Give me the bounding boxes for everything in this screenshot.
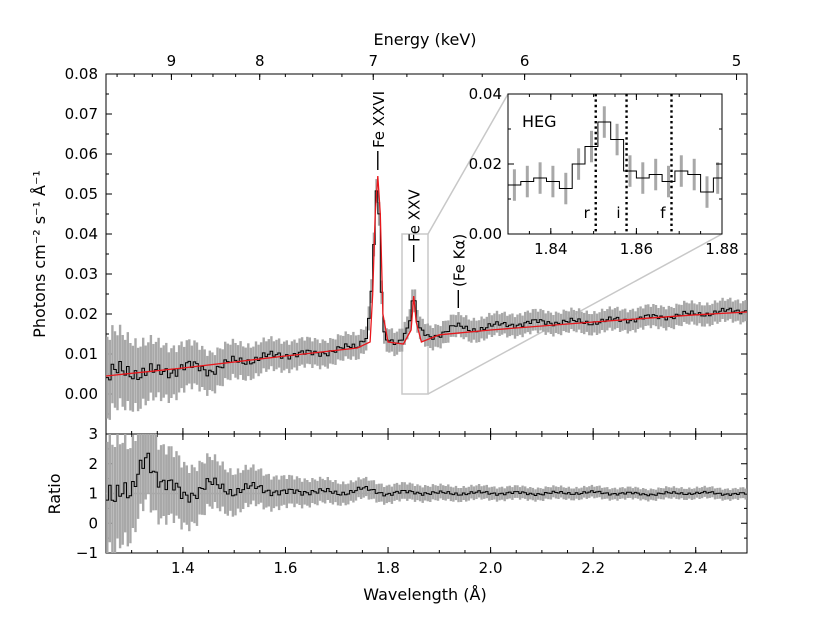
ratio-y-tick-label: 0 bbox=[88, 514, 98, 532]
ratio-data-line bbox=[106, 452, 747, 503]
y-tick-label: 0.07 bbox=[65, 105, 98, 123]
y-tick-label: 0.02 bbox=[65, 305, 98, 323]
spectrum-ticks: 0.00 0.01 0.02 0.03 0.04 0.05 0.06 0.07 0.08 9 8 7 6… bbox=[65, 52, 748, 434]
inset-marker-label: i bbox=[616, 204, 620, 222]
ratio-y-tick-label: 1 bbox=[88, 485, 98, 503]
inset-bg bbox=[508, 94, 722, 234]
y-tick-label: 0.01 bbox=[65, 345, 98, 363]
inset-y-tick-label: 0.00 bbox=[469, 225, 502, 243]
x-tick-label: 1.8 bbox=[376, 559, 400, 577]
top-tick-label: 5 bbox=[732, 52, 742, 70]
annotation-label: (Fe Kα) bbox=[450, 234, 468, 287]
annotation-label: Fe XXVI bbox=[370, 91, 388, 148]
top-tick-label: 6 bbox=[520, 52, 530, 70]
x-tick-label: 1.6 bbox=[274, 559, 298, 577]
inset-y-tick-label: 0.04 bbox=[469, 85, 502, 103]
inset-data-line bbox=[508, 121, 722, 193]
inset-marker-label: r bbox=[584, 204, 591, 222]
ratio-series bbox=[106, 452, 747, 503]
y-tick-label: 0.03 bbox=[65, 265, 98, 283]
x-axis-label: Wavelength (Å) bbox=[363, 585, 486, 604]
inset-x-tick-label: 1.86 bbox=[620, 240, 653, 258]
inset-ticks: 0.00 0.02 0.04 1.84 1.86 1.88 bbox=[469, 85, 739, 258]
inset-label: HEG bbox=[522, 112, 557, 131]
inset-x-tick-label: 1.84 bbox=[534, 240, 567, 258]
y-tick-label: 0.00 bbox=[65, 385, 98, 403]
spectrum-model-line bbox=[105, 175, 748, 377]
y-tick-label: 0.08 bbox=[65, 65, 98, 83]
inset-y-tick-label: 0.02 bbox=[469, 155, 502, 173]
y-tick-label: 0.06 bbox=[65, 145, 98, 163]
top-axis-label: Energy (keV) bbox=[373, 30, 476, 49]
ratio-ticks: −1 0 1 2 3 1.4 1.6 1.8 2.0 2.2 2.4 bbox=[76, 425, 748, 577]
y-axis-label: Photons cm⁻² s⁻¹ Å⁻¹ bbox=[30, 170, 49, 338]
inset-marker-label: f bbox=[660, 204, 666, 222]
x-tick-label: 1.4 bbox=[171, 559, 195, 577]
y-tick-label: 0.05 bbox=[65, 185, 98, 203]
zoom-region-box bbox=[401, 233, 429, 395]
y-tick-label: 0.04 bbox=[65, 225, 98, 243]
ratio-y-tick-label: 3 bbox=[88, 425, 98, 443]
top-tick-label: 7 bbox=[368, 52, 378, 70]
spectrum-data-line bbox=[106, 190, 747, 381]
ratio-y-tick-label: −1 bbox=[76, 544, 98, 562]
zoom-connector-top bbox=[427, 93, 509, 235]
line-annotations: Fe XXVI Fe XXV (Fe Kα) bbox=[370, 91, 468, 308]
ratio-y-tick-label: 2 bbox=[88, 455, 98, 473]
top-tick-label: 8 bbox=[255, 52, 265, 70]
x-tick-label: 2.4 bbox=[684, 559, 708, 577]
top-tick-label: 9 bbox=[167, 52, 177, 70]
x-tick-label: 2.2 bbox=[581, 559, 605, 577]
annotation-label: Fe XXV bbox=[406, 189, 424, 242]
x-tick-label: 2.0 bbox=[479, 559, 503, 577]
ratio-y-axis-label: Ratio bbox=[45, 473, 64, 514]
inset-x-tick-label: 1.88 bbox=[705, 240, 738, 258]
inset-series bbox=[508, 121, 722, 193]
spectrum-series bbox=[105, 175, 748, 381]
